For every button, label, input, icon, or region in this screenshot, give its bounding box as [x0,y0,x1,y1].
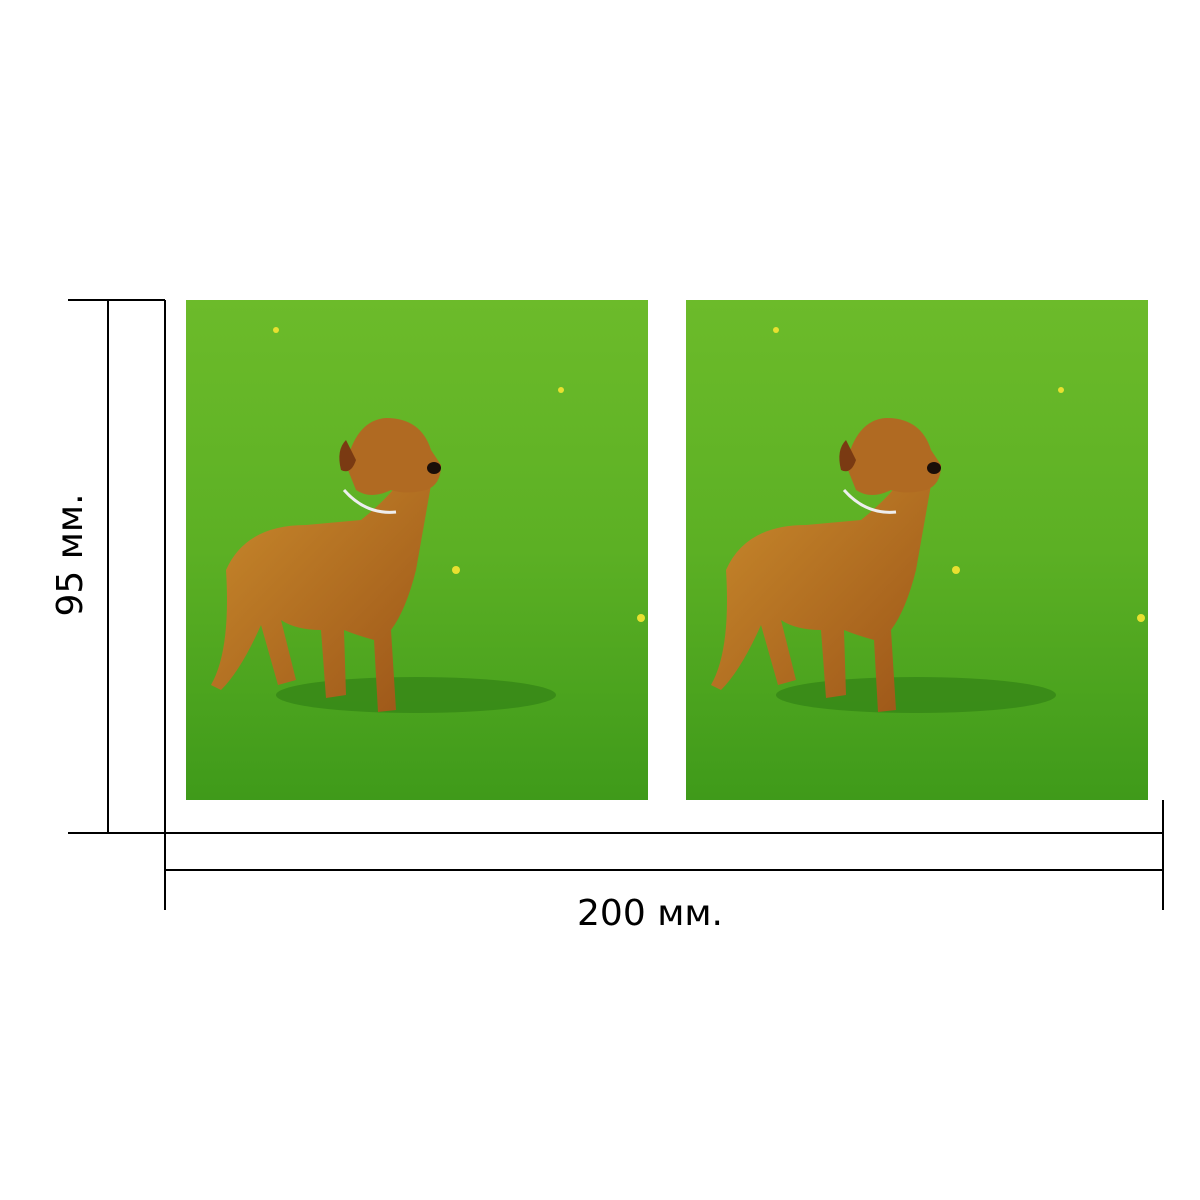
product-photo [184,298,650,802]
width-label: 200 мм. [577,893,723,934]
width-dimension: 200 мм. [164,800,1164,934]
height-dimension: 95 мм. [50,299,166,834]
product-photo [684,298,1150,802]
height-label: 95 мм. [50,493,91,616]
